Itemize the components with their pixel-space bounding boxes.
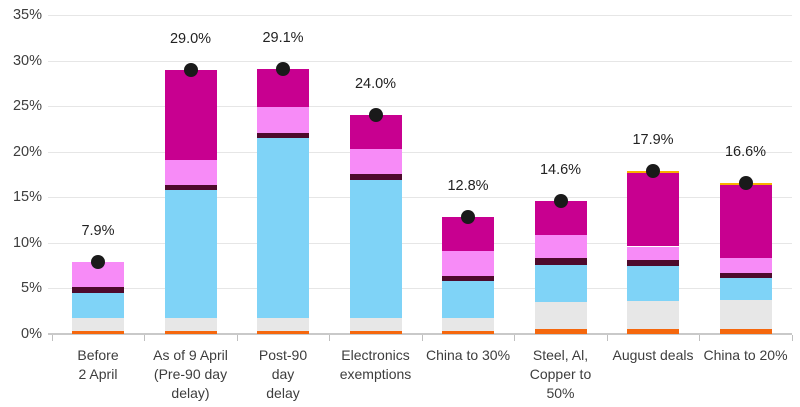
bar-segment-violet-segment: [534, 234, 587, 259]
y-axis-tick-label: 35%: [12, 7, 42, 23]
bar-segment-orange-segment: [164, 331, 217, 334]
bar-segment-skyblue-segment: [349, 179, 402, 318]
gridline: [48, 197, 792, 199]
x-axis-tick: [329, 335, 331, 341]
total-marker-dot: [738, 175, 753, 190]
bar-segment-gray-segment: [719, 300, 772, 329]
x-axis-tick: [144, 335, 146, 341]
bar-segment-gray-segment: [349, 317, 402, 332]
bar-value-label: 12.8%: [447, 178, 489, 195]
bar-segment-gray-segment: [534, 302, 587, 329]
x-axis-tick: [791, 335, 793, 341]
bar-value-label: 7.9%: [81, 222, 115, 239]
x-axis-tick: [514, 335, 516, 341]
bar-segment-orange-segment: [442, 331, 494, 334]
bar-segment-gray-segment: [442, 317, 494, 332]
bar-segment-violet-segment: [442, 251, 494, 276]
y-axis-tick-label: 10%: [12, 234, 42, 251]
bar-segment-maroon-segment: [349, 173, 402, 180]
bar-value-label: 17.9%: [632, 131, 674, 148]
y-axis-tick-label: 20%: [12, 143, 42, 160]
y-axis-tick-label: 0%: [21, 326, 42, 342]
x-axis-tick: [51, 335, 53, 341]
bar-segment-skyblue-segment: [719, 278, 772, 301]
gridline: [48, 288, 792, 290]
bar-segment-maroon-segment: [442, 275, 494, 282]
x-category-label: Before 2 April: [77, 347, 119, 382]
bar-segment-maroon-segment: [627, 260, 679, 266]
bar-segment-maroon-segment: [72, 286, 124, 293]
bar-segment-violet-segment: [257, 107, 309, 133]
y-axis-tick-label: 5%: [21, 280, 42, 297]
bar-segment-gray-segment: [627, 301, 679, 329]
bar-segment-violet-segment: [164, 159, 217, 185]
gridline: [48, 242, 792, 244]
bar-segment-orange-segment: [627, 328, 679, 334]
bar-segment-magenta-segment: [627, 172, 679, 247]
bar-segment-skyblue-segment: [72, 292, 124, 318]
bar-value-label: 16.6%: [724, 143, 767, 160]
bar-segment-skyblue-segment: [534, 264, 587, 303]
bar-segment-violet-segment: [349, 148, 402, 174]
gridline: [48, 60, 792, 62]
total-marker-dot: [183, 62, 198, 77]
x-category-label: China to 30%: [425, 347, 511, 363]
bar-value-label: 29.1%: [262, 29, 304, 46]
gridline: [48, 106, 792, 108]
bar-segment-skyblue-segment: [627, 265, 679, 302]
x-axis-line: [48, 333, 792, 335]
bar-value-label: 29.0%: [169, 30, 212, 47]
y-axis-tick-label: 30%: [12, 52, 42, 69]
bar-segment-violet-segment: [627, 246, 679, 261]
x-category-label: As of 9 April (Pre-90 day delay): [153, 347, 228, 401]
x-category-label: Electronics exemptions: [339, 347, 412, 382]
bar-segment-gray-segment: [72, 317, 124, 332]
total-marker-dot: [646, 163, 660, 178]
y-axis-tick-label: 25%: [12, 98, 42, 115]
bar-segment-maroon-segment: [164, 184, 217, 190]
total-marker-dot: [276, 61, 290, 76]
x-axis-tick: [606, 335, 608, 341]
x-category-label: Post-90 day delay: [258, 347, 308, 401]
bar-segment-magenta-segment: [719, 184, 772, 259]
bar-segment-maroon-segment: [257, 132, 309, 139]
gridline: [48, 151, 792, 153]
bar-segment-orange-segment: [534, 328, 587, 334]
bar-segment-orange-segment: [257, 331, 309, 334]
bar-segment-maroon-segment: [719, 272, 772, 279]
x-category-label: China to 20%: [703, 347, 788, 363]
bar-segment-gray-segment: [257, 317, 309, 332]
bar-segment-orange-segment: [719, 328, 772, 334]
bar-segment-gray-segment: [164, 317, 217, 332]
total-marker-dot: [461, 210, 475, 225]
bar-segment-orange-segment: [72, 331, 124, 334]
bar-segment-orange-segment: [349, 331, 402, 334]
bar-segment-violet-segment: [719, 258, 772, 273]
x-category-label: August deals: [612, 347, 694, 363]
bar-segment-maroon-segment: [534, 258, 587, 265]
bar-segment-magenta-segment: [164, 69, 217, 160]
bar-segment-skyblue-segment: [164, 189, 217, 318]
bar-segment-skyblue-segment: [257, 138, 309, 318]
x-axis-tick: [699, 335, 701, 341]
total-marker-dot: [368, 108, 383, 123]
gridline: [48, 15, 792, 16]
bar-segment-skyblue-segment: [442, 281, 494, 318]
x-axis-tick: [236, 335, 238, 341]
total-marker-dot: [553, 193, 568, 208]
bar-value-label: 14.6%: [539, 161, 582, 178]
y-axis-tick-label: 15%: [12, 189, 42, 206]
bar-value-label: 24.0%: [354, 76, 397, 93]
x-category-label: Steel, Al, Copper to 50%: [529, 347, 592, 401]
x-axis-tick: [421, 335, 423, 341]
total-marker-dot: [91, 254, 105, 269]
